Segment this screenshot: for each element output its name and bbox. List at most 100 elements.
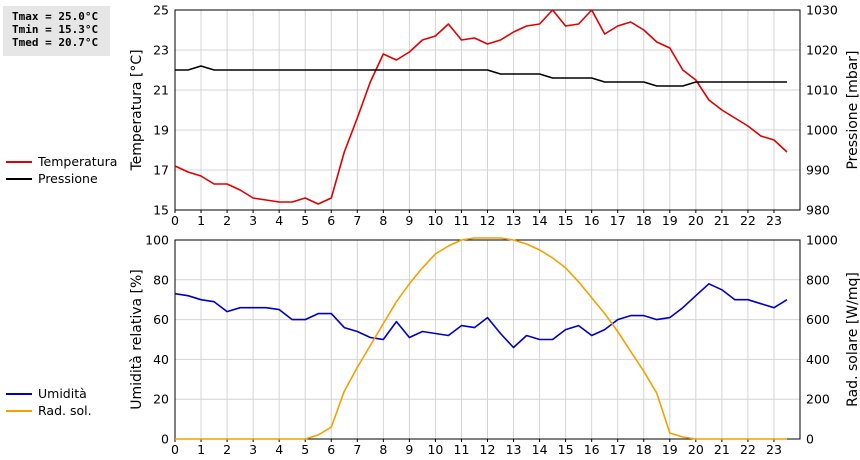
series-line-pressione	[175, 65, 787, 87]
legend-item-pressione: Pressione	[6, 170, 117, 187]
x-tick-label: 15	[558, 442, 574, 457]
x-tick-label: 9	[405, 442, 413, 457]
y-tick-label: 15	[153, 203, 169, 218]
legend-top: Temperatura Pressione	[6, 153, 117, 187]
y2-tick-label: 600	[806, 312, 830, 327]
y2-tick-label: 1030	[806, 3, 838, 18]
legend-swatch-pressione	[6, 177, 32, 180]
y2-axis-title: Pressione [mbar]	[845, 50, 860, 169]
x-tick-label: 14	[532, 213, 548, 228]
x-tick-label: 18	[636, 442, 652, 457]
y-tick-label: 23	[153, 43, 169, 58]
y-tick-label: 40	[153, 352, 169, 367]
x-tick-label: 4	[275, 442, 283, 457]
x-tick-label: 4	[275, 213, 283, 228]
stats-box: Tmax = 25.0°C Tmin = 15.3°C Tmed = 20.7°…	[3, 6, 110, 56]
y-tick-label: 100	[145, 233, 169, 248]
x-tick-label: 23	[766, 213, 782, 228]
y2-tick-label: 0	[806, 432, 814, 447]
x-tick-label: 8	[379, 442, 387, 457]
x-tick-label: 1	[197, 213, 205, 228]
x-tick-label: 19	[662, 213, 678, 228]
x-tick-label: 11	[454, 213, 470, 228]
series-line-umidit	[174, 283, 788, 349]
x-tick-label: 15	[558, 213, 574, 228]
tmin-text: Tmin = 15.3°C	[12, 23, 99, 36]
x-tick-label: 11	[454, 442, 470, 457]
x-tick-label: 3	[249, 213, 257, 228]
x-tick-label: 3	[249, 442, 257, 457]
x-tick-label: 7	[353, 442, 361, 457]
x-tick-label: 2	[223, 213, 231, 228]
legend-item-rad-sol: Rad. sol.	[6, 402, 92, 419]
x-tick-label: 2	[223, 442, 231, 457]
x-tick-label: 16	[584, 213, 600, 228]
y-axis-title: Temperatura [°C]	[129, 49, 145, 171]
y2-tick-label: 400	[806, 352, 830, 367]
series-line-temperatura	[174, 9, 788, 205]
x-tick-label: 13	[506, 213, 522, 228]
y2-tick-label: 200	[806, 392, 830, 407]
x-tick-label: 6	[327, 442, 335, 457]
plot-frame	[174, 9, 801, 211]
x-tick-label: 5	[301, 442, 309, 457]
y-tick-label: 60	[153, 312, 169, 327]
x-tick-label: 21	[714, 213, 730, 228]
x-tick-label: 21	[714, 442, 730, 457]
legend-swatch-temperatura	[6, 160, 32, 163]
legend-bottom: Umidità Rad. sol.	[6, 385, 92, 419]
y-tick-label: 17	[153, 163, 169, 178]
x-tick-label: 16	[584, 442, 600, 457]
x-tick-label: 14	[532, 442, 548, 457]
y-axis-title: Umidità relativa [%]	[129, 269, 145, 410]
y2-tick-label: 1020	[806, 43, 838, 58]
x-tick-label: 1	[197, 442, 205, 457]
y2-tick-label: 800	[806, 272, 830, 287]
y-tick-label: 20	[153, 392, 169, 407]
x-tick-label: 0	[171, 442, 179, 457]
plot-frame	[174, 239, 801, 440]
y2-tick-label: 980	[806, 203, 830, 218]
x-tick-label: 20	[688, 442, 704, 457]
y2-tick-label: 1000	[806, 123, 838, 138]
x-tick-label: 20	[688, 213, 704, 228]
y-tick-label: 0	[161, 432, 169, 447]
legend-label-umidita: Umidità	[38, 386, 87, 401]
x-tick-label: 10	[427, 442, 443, 457]
legend-label-temperatura: Temperatura	[38, 154, 118, 169]
y-tick-label: 19	[153, 123, 169, 138]
x-tick-label: 0	[171, 213, 179, 228]
legend-swatch-rad-sol	[6, 409, 32, 412]
legend-label-rad-sol: Rad. sol.	[38, 403, 92, 418]
legend-item-temperatura: Temperatura	[6, 153, 117, 170]
y2-tick-label: 1000	[806, 233, 838, 248]
x-tick-label: 22	[740, 213, 756, 228]
x-tick-label: 9	[405, 213, 413, 228]
x-tick-label: 12	[480, 213, 496, 228]
chart-panel-1: 0 1 2 3 4 5 6 7 8 9 10 11 12 13 14 15 16 17 18 19 20 21 22 2315…	[129, 3, 860, 229]
legend-item-umidita: Umidità	[6, 385, 92, 402]
y2-tick-label: 1010	[806, 83, 838, 98]
legend-swatch-umidita	[6, 392, 32, 395]
x-tick-label: 17	[610, 442, 626, 457]
legend-label-pressione: Pressione	[38, 171, 98, 186]
y2-axis-title: Rad. solare [W/mq]	[845, 272, 860, 407]
tmax-text: Tmax = 25.0°C	[12, 10, 99, 23]
y2-tick-label: 990	[806, 163, 830, 178]
y-tick-label: 25	[153, 3, 169, 18]
x-tick-label: 8	[379, 213, 387, 228]
y-tick-label: 80	[153, 272, 169, 287]
chart-panel-2: 0 1 2 3 4 5 6 7 8 9 10 11 12 13 14 15 16 17 18 19 20 21 22 2302…	[129, 233, 860, 458]
x-tick-label: 6	[327, 213, 335, 228]
tmed-text: Tmed = 20.7°C	[12, 36, 99, 49]
x-tick-label: 17	[610, 213, 626, 228]
x-tick-label: 22	[740, 442, 756, 457]
x-tick-label: 12	[480, 442, 496, 457]
y-tick-label: 21	[153, 83, 169, 98]
x-tick-label: 23	[766, 442, 782, 457]
x-tick-label: 13	[506, 442, 522, 457]
x-tick-label: 7	[353, 213, 361, 228]
series-line-rad-sol	[175, 237, 787, 440]
x-tick-label: 5	[301, 213, 309, 228]
